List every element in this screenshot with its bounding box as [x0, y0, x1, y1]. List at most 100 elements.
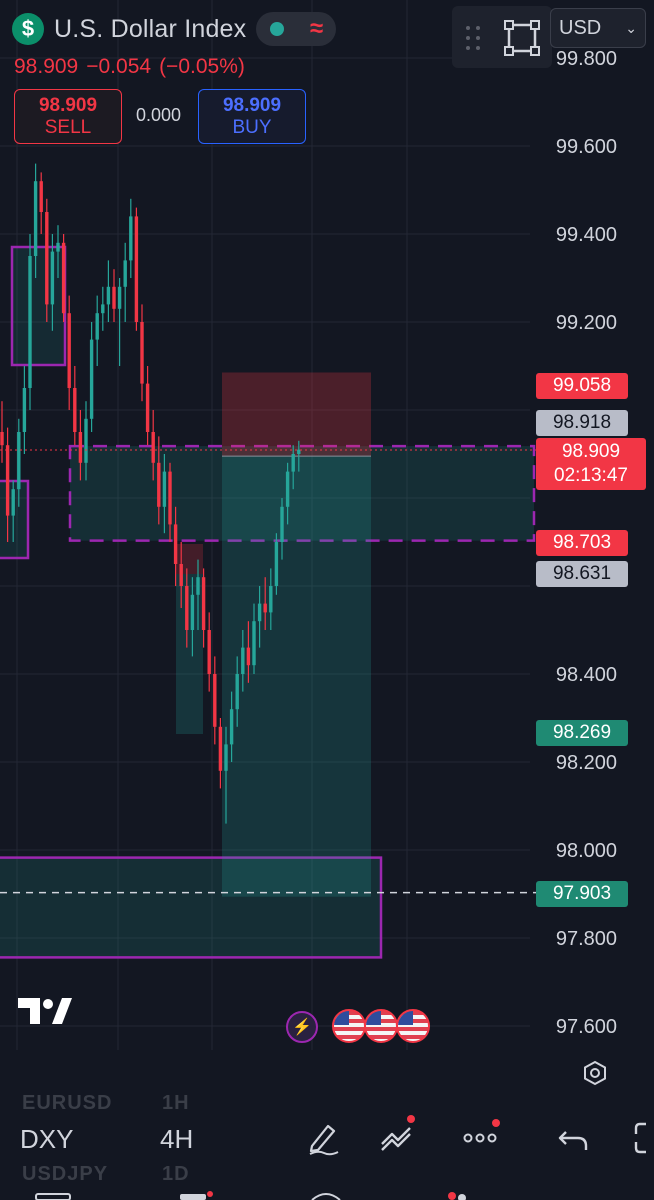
us-flag-icon[interactable]	[332, 1009, 366, 1043]
short-position-stop-zone[interactable]	[222, 372, 371, 457]
price-axis-label: 98.400	[556, 664, 617, 686]
candle-body	[291, 454, 295, 472]
buy-price: 98.909	[222, 94, 282, 116]
candle-body	[50, 251, 55, 305]
indicators-icon[interactable]	[380, 1120, 416, 1156]
candle-body	[123, 260, 127, 287]
price-axis-label: 97.800	[556, 928, 617, 950]
market-open-icon	[269, 22, 284, 36]
candle-body	[252, 621, 256, 666]
candle-body	[56, 242, 60, 252]
bottom-toolbar	[0, 1094, 654, 1200]
candle-body	[263, 603, 267, 613]
supply-zone-dashed[interactable]	[68, 444, 536, 542]
candle-body	[218, 726, 223, 771]
price-axis-label: 99.600	[556, 136, 617, 158]
target-mid-tag[interactable]: 98.269	[536, 720, 628, 746]
tradingview-logo[interactable]	[18, 996, 72, 1026]
last-price: 98.909	[14, 55, 79, 78]
sell-label: SELL	[44, 116, 92, 138]
candle-body	[22, 388, 27, 432]
current-price-value: 98.909	[561, 441, 621, 462]
demand-zone-bottom[interactable]	[0, 856, 383, 959]
price-axis-label: 99.200	[556, 312, 617, 334]
high-tag[interactable]: 98.918	[536, 410, 628, 436]
candle-body	[11, 489, 15, 516]
candle-body	[185, 586, 189, 630]
market-status-pill[interactable]: ≈	[256, 12, 337, 46]
candle-body	[39, 181, 43, 212]
drag-handle-icon[interactable]	[464, 24, 482, 52]
price-axis[interactable]: 99.800 99.600 99.400 99.200 98.400 98.200 98.0…	[556, 48, 617, 1038]
candle-body	[162, 471, 167, 507]
candle-body	[269, 586, 273, 613]
dollar-icon: $	[12, 13, 44, 45]
zone-low-tag[interactable]: 98.703	[536, 530, 628, 556]
undo-icon[interactable]	[556, 1120, 592, 1156]
entry-top-tag[interactable]: 99.058	[536, 373, 628, 399]
low-tag[interactable]: 98.631	[536, 561, 628, 587]
chart-grid	[0, 0, 530, 1050]
price-axis-label: 99.400	[556, 224, 617, 246]
candle-body	[5, 445, 10, 516]
candle-body	[33, 181, 38, 256]
candle-body	[78, 432, 83, 463]
currency-value: USD	[559, 16, 602, 39]
candle-body	[129, 216, 133, 261]
demand-zone-left-mid[interactable]	[0, 479, 30, 560]
candle-body	[235, 674, 239, 710]
candle-body	[280, 506, 284, 542]
symbol-button[interactable]: DXY	[20, 1124, 74, 1154]
candle-body	[285, 471, 290, 507]
candle-body	[257, 603, 262, 622]
interval-button[interactable]: 4H	[160, 1124, 194, 1154]
target-low-tag[interactable]: 97.903	[536, 881, 628, 907]
ghost-symbol-above: EURUSD	[22, 1092, 113, 1114]
us-flag-icon[interactable]	[364, 1009, 398, 1043]
demand-zone-left-top[interactable]	[10, 245, 67, 367]
ghost-interval-above: 1H	[162, 1092, 190, 1114]
candle-body	[95, 313, 99, 340]
currency-select[interactable]: USD ⌄	[550, 8, 646, 48]
candle-body	[45, 212, 49, 305]
drawing-tool-panel[interactable]	[452, 6, 552, 68]
symbol-header[interactable]: $ U.S. Dollar Index ≈	[12, 12, 337, 46]
candle-body	[151, 432, 155, 463]
rectangle-tool-icon[interactable]	[504, 20, 540, 56]
candle-body	[190, 594, 195, 630]
candle-body	[201, 577, 206, 630]
pen-icon[interactable]	[304, 1120, 340, 1156]
price-chart[interactable]: 99.800 99.600 99.400 99.200 98.400 98.200 98.0…	[0, 0, 654, 1060]
candle-body	[196, 577, 200, 595]
bottom-nav-partial	[35, 1191, 466, 1200]
candle-body	[112, 286, 116, 309]
candle-body	[101, 304, 105, 314]
price-change: −0.054	[86, 55, 152, 78]
candle-body	[67, 313, 71, 388]
us-flag-icon[interactable]	[396, 1009, 430, 1043]
buy-label: BUY	[232, 116, 272, 138]
candle-series	[0, 163, 301, 824]
sell-button[interactable]: 98.909 SELL	[14, 89, 122, 144]
candle-body	[213, 674, 217, 727]
candle-body	[241, 647, 245, 674]
price-change-pct: (−0.05%)	[159, 55, 245, 78]
current-price-tag[interactable]: 98.909 02:13:47	[536, 438, 646, 490]
symbol-name[interactable]: U.S. Dollar Index	[54, 14, 247, 43]
spread-value: 0.000	[136, 105, 182, 125]
fullscreen-icon[interactable]	[632, 1120, 654, 1156]
candle-body	[274, 542, 279, 586]
short-position-target-zone[interactable]	[222, 456, 371, 897]
sell-price: 98.909	[38, 94, 98, 116]
settings-icon[interactable]	[582, 1060, 608, 1086]
bolt-icon[interactable]: ⚡	[286, 1011, 318, 1043]
ghost-symbol-below: USDJPY	[22, 1163, 109, 1185]
candle-body	[145, 383, 150, 432]
candle-body	[0, 432, 4, 446]
more-icon[interactable]	[462, 1120, 498, 1156]
candle-body	[207, 630, 211, 674]
candle-body	[168, 471, 172, 525]
price-axis-label: 99.800	[556, 48, 617, 70]
buy-button[interactable]: 98.909 BUY	[198, 89, 306, 144]
